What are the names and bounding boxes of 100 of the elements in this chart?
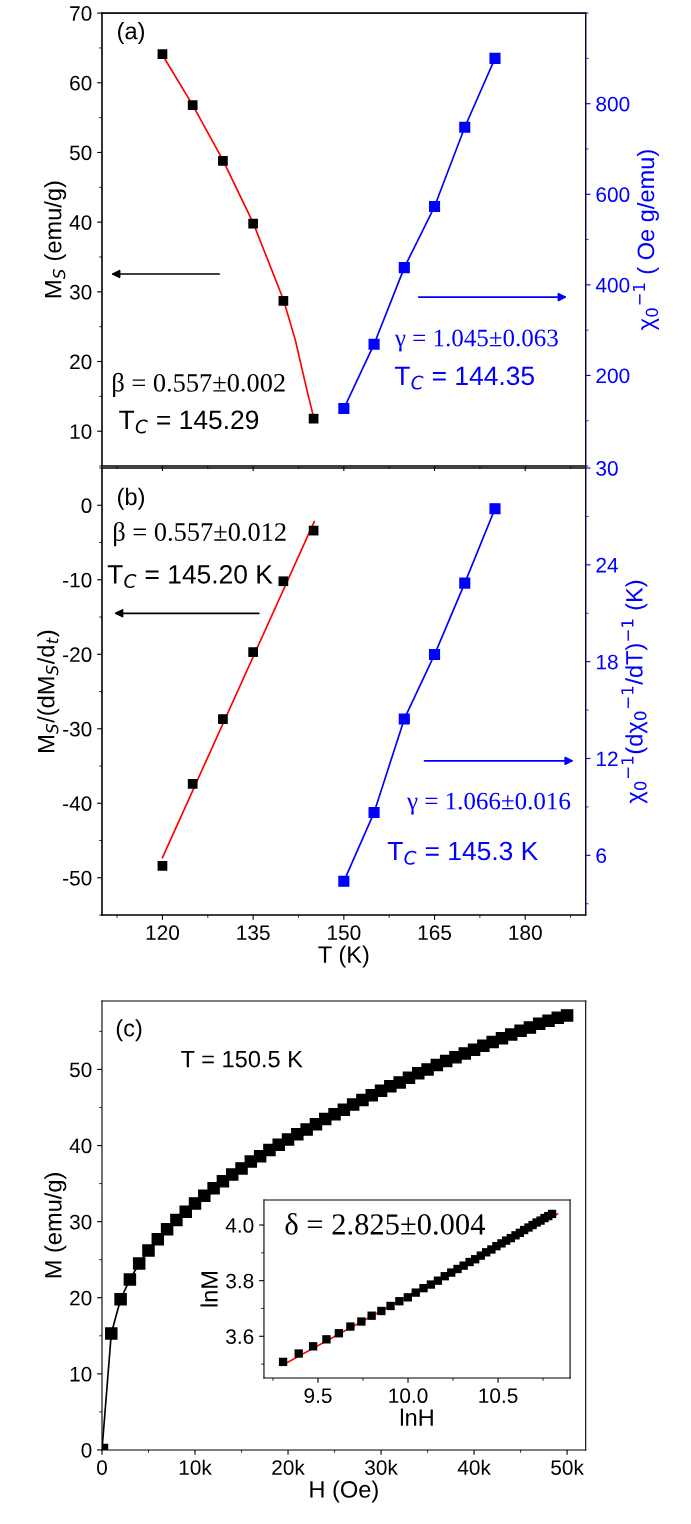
annotation: (a) bbox=[118, 22, 144, 45]
point bbox=[198, 1189, 211, 1203]
y-tick-label: 20 bbox=[70, 1290, 92, 1306]
point bbox=[218, 155, 228, 166]
point bbox=[105, 1327, 118, 1340]
y-tick-label: 50 bbox=[69, 1062, 92, 1078]
y-tick-label: 4.0 bbox=[225, 1218, 254, 1233]
point bbox=[386, 1301, 395, 1311]
x-tick-label: 135 bbox=[237, 925, 270, 941]
x-axis-title: H (Oe) bbox=[310, 1480, 378, 1503]
point bbox=[433, 1276, 443, 1285]
y2-tick-label: 400 bbox=[595, 277, 630, 293]
annotation: T$_{C}$ = 145.29 bbox=[119, 410, 259, 434]
point bbox=[428, 649, 441, 661]
y2-tick-label: 12 bbox=[597, 751, 618, 767]
point bbox=[367, 1311, 376, 1320]
x-tick-label: 10k bbox=[179, 1459, 212, 1475]
point bbox=[157, 860, 168, 871]
x-tick-label: 10.0 bbox=[389, 1388, 428, 1404]
y2-tick-label: 30 bbox=[596, 461, 618, 476]
point bbox=[377, 1306, 386, 1316]
point bbox=[218, 714, 228, 724]
point bbox=[114, 1293, 127, 1306]
point bbox=[334, 1329, 344, 1338]
point bbox=[322, 1335, 331, 1344]
point bbox=[398, 713, 410, 725]
y-tick-label: 3.6 bbox=[226, 1329, 254, 1345]
x-tick-label: 30k bbox=[365, 1459, 398, 1475]
point bbox=[308, 1342, 318, 1351]
point bbox=[368, 338, 380, 350]
text: χ$_{0}$$^{−1}$(dχ$_{0}$$^{−1}$/dT)$^{−1}$ (K) bbox=[621, 580, 648, 804]
annotation: (b) bbox=[118, 487, 144, 510]
annotation: δ = 2.825±0.004 bbox=[285, 1213, 485, 1235]
point bbox=[368, 806, 380, 819]
y-tick-label: 70 bbox=[70, 6, 92, 21]
point bbox=[426, 1280, 436, 1289]
point bbox=[248, 218, 259, 229]
point bbox=[142, 1244, 155, 1257]
annotation: β = 0.557±0.002 bbox=[113, 372, 285, 398]
point bbox=[248, 647, 259, 657]
point bbox=[428, 200, 441, 213]
annotation: β = 0.557±0.012 bbox=[114, 522, 286, 547]
annotation: T = 150.5 K bbox=[181, 1050, 303, 1068]
y-axis-title: M (emu/g) bbox=[44, 1173, 67, 1278]
point bbox=[300, 1123, 313, 1136]
y-axis-title: lnM bbox=[200, 1271, 218, 1307]
point bbox=[123, 1273, 137, 1286]
point bbox=[187, 779, 198, 789]
point bbox=[179, 1205, 192, 1219]
annotation: T$_{C}$ = 144.35 bbox=[394, 366, 534, 390]
annotation: γ = 1.045±0.063 bbox=[394, 329, 558, 352]
x-axis-title: T (K) bbox=[318, 945, 369, 968]
point bbox=[419, 1284, 428, 1293]
point bbox=[278, 576, 289, 587]
point bbox=[403, 1293, 412, 1302]
x-tick-label: 165 bbox=[418, 925, 452, 941]
point bbox=[489, 503, 501, 515]
x-tick-label: 10.5 bbox=[479, 1388, 518, 1404]
point bbox=[338, 402, 350, 415]
point bbox=[235, 1162, 248, 1175]
y-tick-label: 30 bbox=[69, 1214, 92, 1230]
point bbox=[346, 1322, 355, 1331]
y-tick-label: 40 bbox=[69, 215, 92, 230]
point bbox=[170, 1213, 183, 1227]
point bbox=[207, 1181, 220, 1195]
point bbox=[398, 262, 410, 274]
y-tick-label: 40 bbox=[69, 1138, 92, 1154]
y-tick-label: 30 bbox=[69, 284, 92, 300]
y-tick-label: 10 bbox=[70, 1366, 92, 1382]
y-tick-label: 3.8 bbox=[226, 1273, 254, 1289]
y2-tick-label: 6 bbox=[596, 848, 607, 864]
point bbox=[132, 1257, 146, 1270]
point bbox=[489, 52, 501, 64]
point bbox=[157, 49, 168, 60]
point bbox=[547, 1209, 557, 1219]
y-tick-label: 50 bbox=[69, 145, 92, 161]
point bbox=[308, 413, 319, 424]
y-tick-label: -10 bbox=[63, 572, 92, 588]
y2-axis-title: χ$_{0}$$^{−1}$ ( Oe g/emu) bbox=[632, 150, 659, 331]
annotation: T$_{C}$ = 145.20 K bbox=[107, 564, 273, 589]
point bbox=[187, 100, 198, 110]
y-axis-title: M$_{S}$/(dM$_{S}$/d$_{t}$) bbox=[37, 630, 60, 752]
x-tick-label: 9.5 bbox=[304, 1388, 332, 1404]
y-tick-label: -50 bbox=[63, 870, 92, 886]
point bbox=[357, 1317, 366, 1326]
y2-tick-label: 200 bbox=[596, 368, 630, 384]
point bbox=[560, 1009, 574, 1022]
y-tick-label: 10 bbox=[70, 424, 92, 439]
point bbox=[294, 1349, 303, 1358]
x-tick-label: 120 bbox=[146, 925, 180, 941]
x-tick-label: 40k bbox=[457, 1459, 491, 1475]
y2-tick-label: 24 bbox=[596, 557, 618, 573]
annotation: T$_{C}$ = 145.3 K bbox=[387, 841, 538, 865]
x-tick-label: 150 bbox=[328, 925, 361, 941]
point bbox=[278, 296, 289, 306]
point bbox=[338, 875, 350, 887]
annotation: (c) bbox=[116, 1019, 142, 1042]
y-tick-label: 0 bbox=[81, 498, 92, 514]
y-tick-label: -20 bbox=[63, 647, 92, 663]
y2-tick-label: 800 bbox=[596, 96, 630, 112]
